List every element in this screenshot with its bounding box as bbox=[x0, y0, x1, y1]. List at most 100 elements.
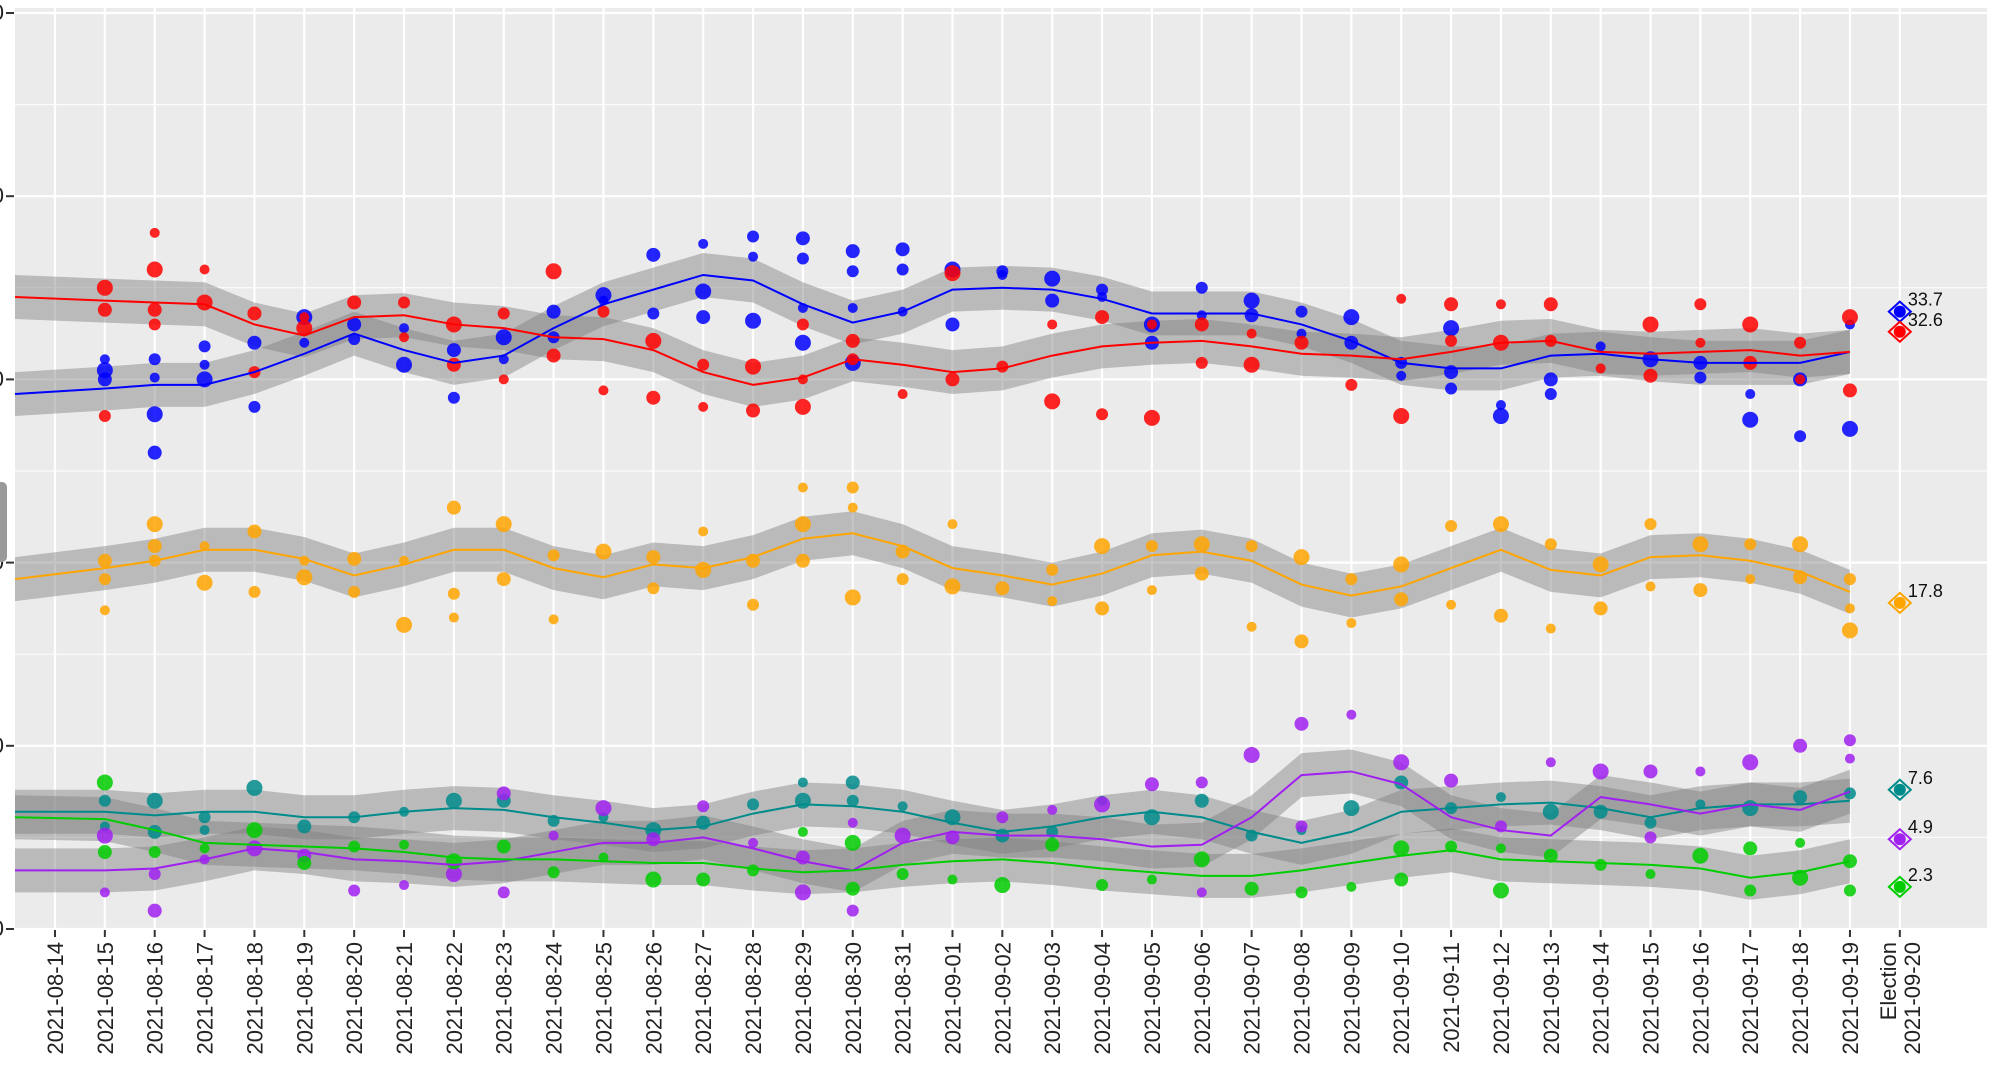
poll-point bbox=[447, 391, 460, 404]
poll-point bbox=[1744, 538, 1757, 551]
poll-point bbox=[448, 612, 459, 623]
x-tick-label: 2021-09-14 bbox=[1589, 942, 1614, 1055]
poll-point bbox=[595, 287, 612, 304]
poll-point bbox=[1343, 800, 1360, 817]
poll-point bbox=[247, 306, 262, 321]
poll-point bbox=[896, 573, 909, 586]
x-tick-label: 2021-08-18 bbox=[242, 942, 267, 1055]
x-tick-label: 2021-08-25 bbox=[591, 942, 616, 1055]
x-tick-label: 2021-08-16 bbox=[143, 942, 168, 1055]
poll-point bbox=[845, 775, 860, 790]
poll-point bbox=[1844, 753, 1855, 764]
poll-point bbox=[746, 403, 761, 418]
poll-point bbox=[495, 516, 512, 533]
poll-point bbox=[795, 553, 810, 568]
x-tick-label: 2021-09-18 bbox=[1788, 942, 1813, 1055]
x-tick-label: 2021-09-09 bbox=[1339, 942, 1364, 1055]
x-tick-label: 2021-08-14 bbox=[43, 942, 68, 1055]
x-tick-label: 2021-09-05 bbox=[1140, 942, 1165, 1055]
confidence-band bbox=[15, 795, 1850, 900]
poll-point bbox=[96, 279, 113, 296]
poll-point bbox=[794, 398, 811, 415]
poll-point bbox=[146, 406, 163, 423]
poll-point bbox=[445, 792, 462, 809]
poll-point bbox=[147, 302, 162, 317]
poll-point bbox=[97, 845, 112, 860]
poll-point bbox=[547, 549, 560, 562]
poll-point bbox=[1794, 336, 1807, 349]
poll-point bbox=[98, 573, 111, 586]
poll-point bbox=[1445, 382, 1458, 395]
confidence-band bbox=[15, 252, 1850, 417]
poll-point bbox=[1294, 634, 1309, 649]
poll-point bbox=[598, 852, 609, 863]
poll-point bbox=[1645, 581, 1656, 592]
poll-point bbox=[1543, 372, 1558, 387]
poll-point bbox=[1844, 603, 1855, 614]
election-value-label: 7.6 bbox=[1908, 768, 1933, 788]
election-diamond-marker bbox=[1887, 875, 1913, 899]
poll-point bbox=[1495, 792, 1506, 803]
confidence-bands bbox=[15, 252, 1850, 900]
poll-point bbox=[1692, 536, 1709, 553]
poll-point bbox=[148, 318, 161, 331]
poll-point bbox=[148, 868, 161, 881]
poll-point bbox=[1393, 754, 1410, 771]
poll-point bbox=[845, 244, 860, 259]
poll-point bbox=[646, 550, 661, 565]
poll-point bbox=[99, 605, 110, 616]
poll-point bbox=[347, 317, 362, 332]
poll-point bbox=[797, 826, 808, 837]
poll-point bbox=[1295, 820, 1308, 833]
poll-point bbox=[1295, 305, 1308, 318]
poll-point bbox=[399, 323, 410, 334]
x-tick-label: 2021-08-21 bbox=[392, 942, 417, 1055]
poll-point bbox=[445, 853, 462, 870]
confidence-band bbox=[15, 749, 1850, 893]
poll-point bbox=[595, 543, 612, 560]
x-tick-label: 2021-09-02 bbox=[990, 942, 1015, 1055]
poll-point bbox=[1742, 754, 1759, 771]
poll-point bbox=[944, 578, 961, 595]
poll-point bbox=[747, 230, 760, 243]
poll-point bbox=[1793, 738, 1808, 753]
poll-point bbox=[1843, 734, 1856, 747]
poll-point bbox=[1743, 841, 1758, 856]
poll-point bbox=[199, 264, 210, 275]
poll-point bbox=[597, 305, 610, 318]
x-tick-label: 2021-09-11 bbox=[1439, 942, 1464, 1053]
poll-point bbox=[495, 329, 512, 346]
poll-point bbox=[149, 227, 160, 238]
poll-point bbox=[1742, 411, 1759, 428]
poll-point bbox=[947, 519, 958, 530]
poll-point bbox=[199, 359, 210, 370]
poll-point bbox=[1243, 746, 1260, 763]
poll-point bbox=[1094, 796, 1111, 813]
poll-point bbox=[695, 283, 712, 300]
poll-point bbox=[399, 880, 410, 891]
poll-point bbox=[1543, 848, 1558, 863]
poll-point bbox=[247, 335, 262, 350]
poll-point bbox=[348, 585, 361, 598]
poll-point bbox=[796, 318, 809, 331]
poll-point bbox=[647, 582, 660, 595]
poll-point bbox=[1543, 297, 1558, 312]
election-point bbox=[1893, 596, 1906, 609]
poll-point bbox=[1146, 585, 1157, 596]
poll-point bbox=[147, 539, 162, 554]
x-tick-label: 2021-09-15 bbox=[1639, 942, 1664, 1055]
poll-point bbox=[844, 589, 861, 606]
poll-point bbox=[1492, 516, 1509, 533]
poll-point bbox=[748, 837, 759, 848]
poll-point bbox=[1445, 519, 1458, 532]
poll-point bbox=[747, 864, 760, 877]
poll-point bbox=[645, 332, 662, 349]
poll-point bbox=[546, 348, 561, 363]
scroll-handle[interactable] bbox=[0, 482, 7, 562]
x-tick-label: 2021-08-15 bbox=[93, 942, 118, 1055]
trend-line bbox=[14, 816, 1851, 879]
poll-point bbox=[747, 798, 760, 811]
poll-point bbox=[148, 846, 161, 859]
poll-point bbox=[248, 585, 261, 598]
